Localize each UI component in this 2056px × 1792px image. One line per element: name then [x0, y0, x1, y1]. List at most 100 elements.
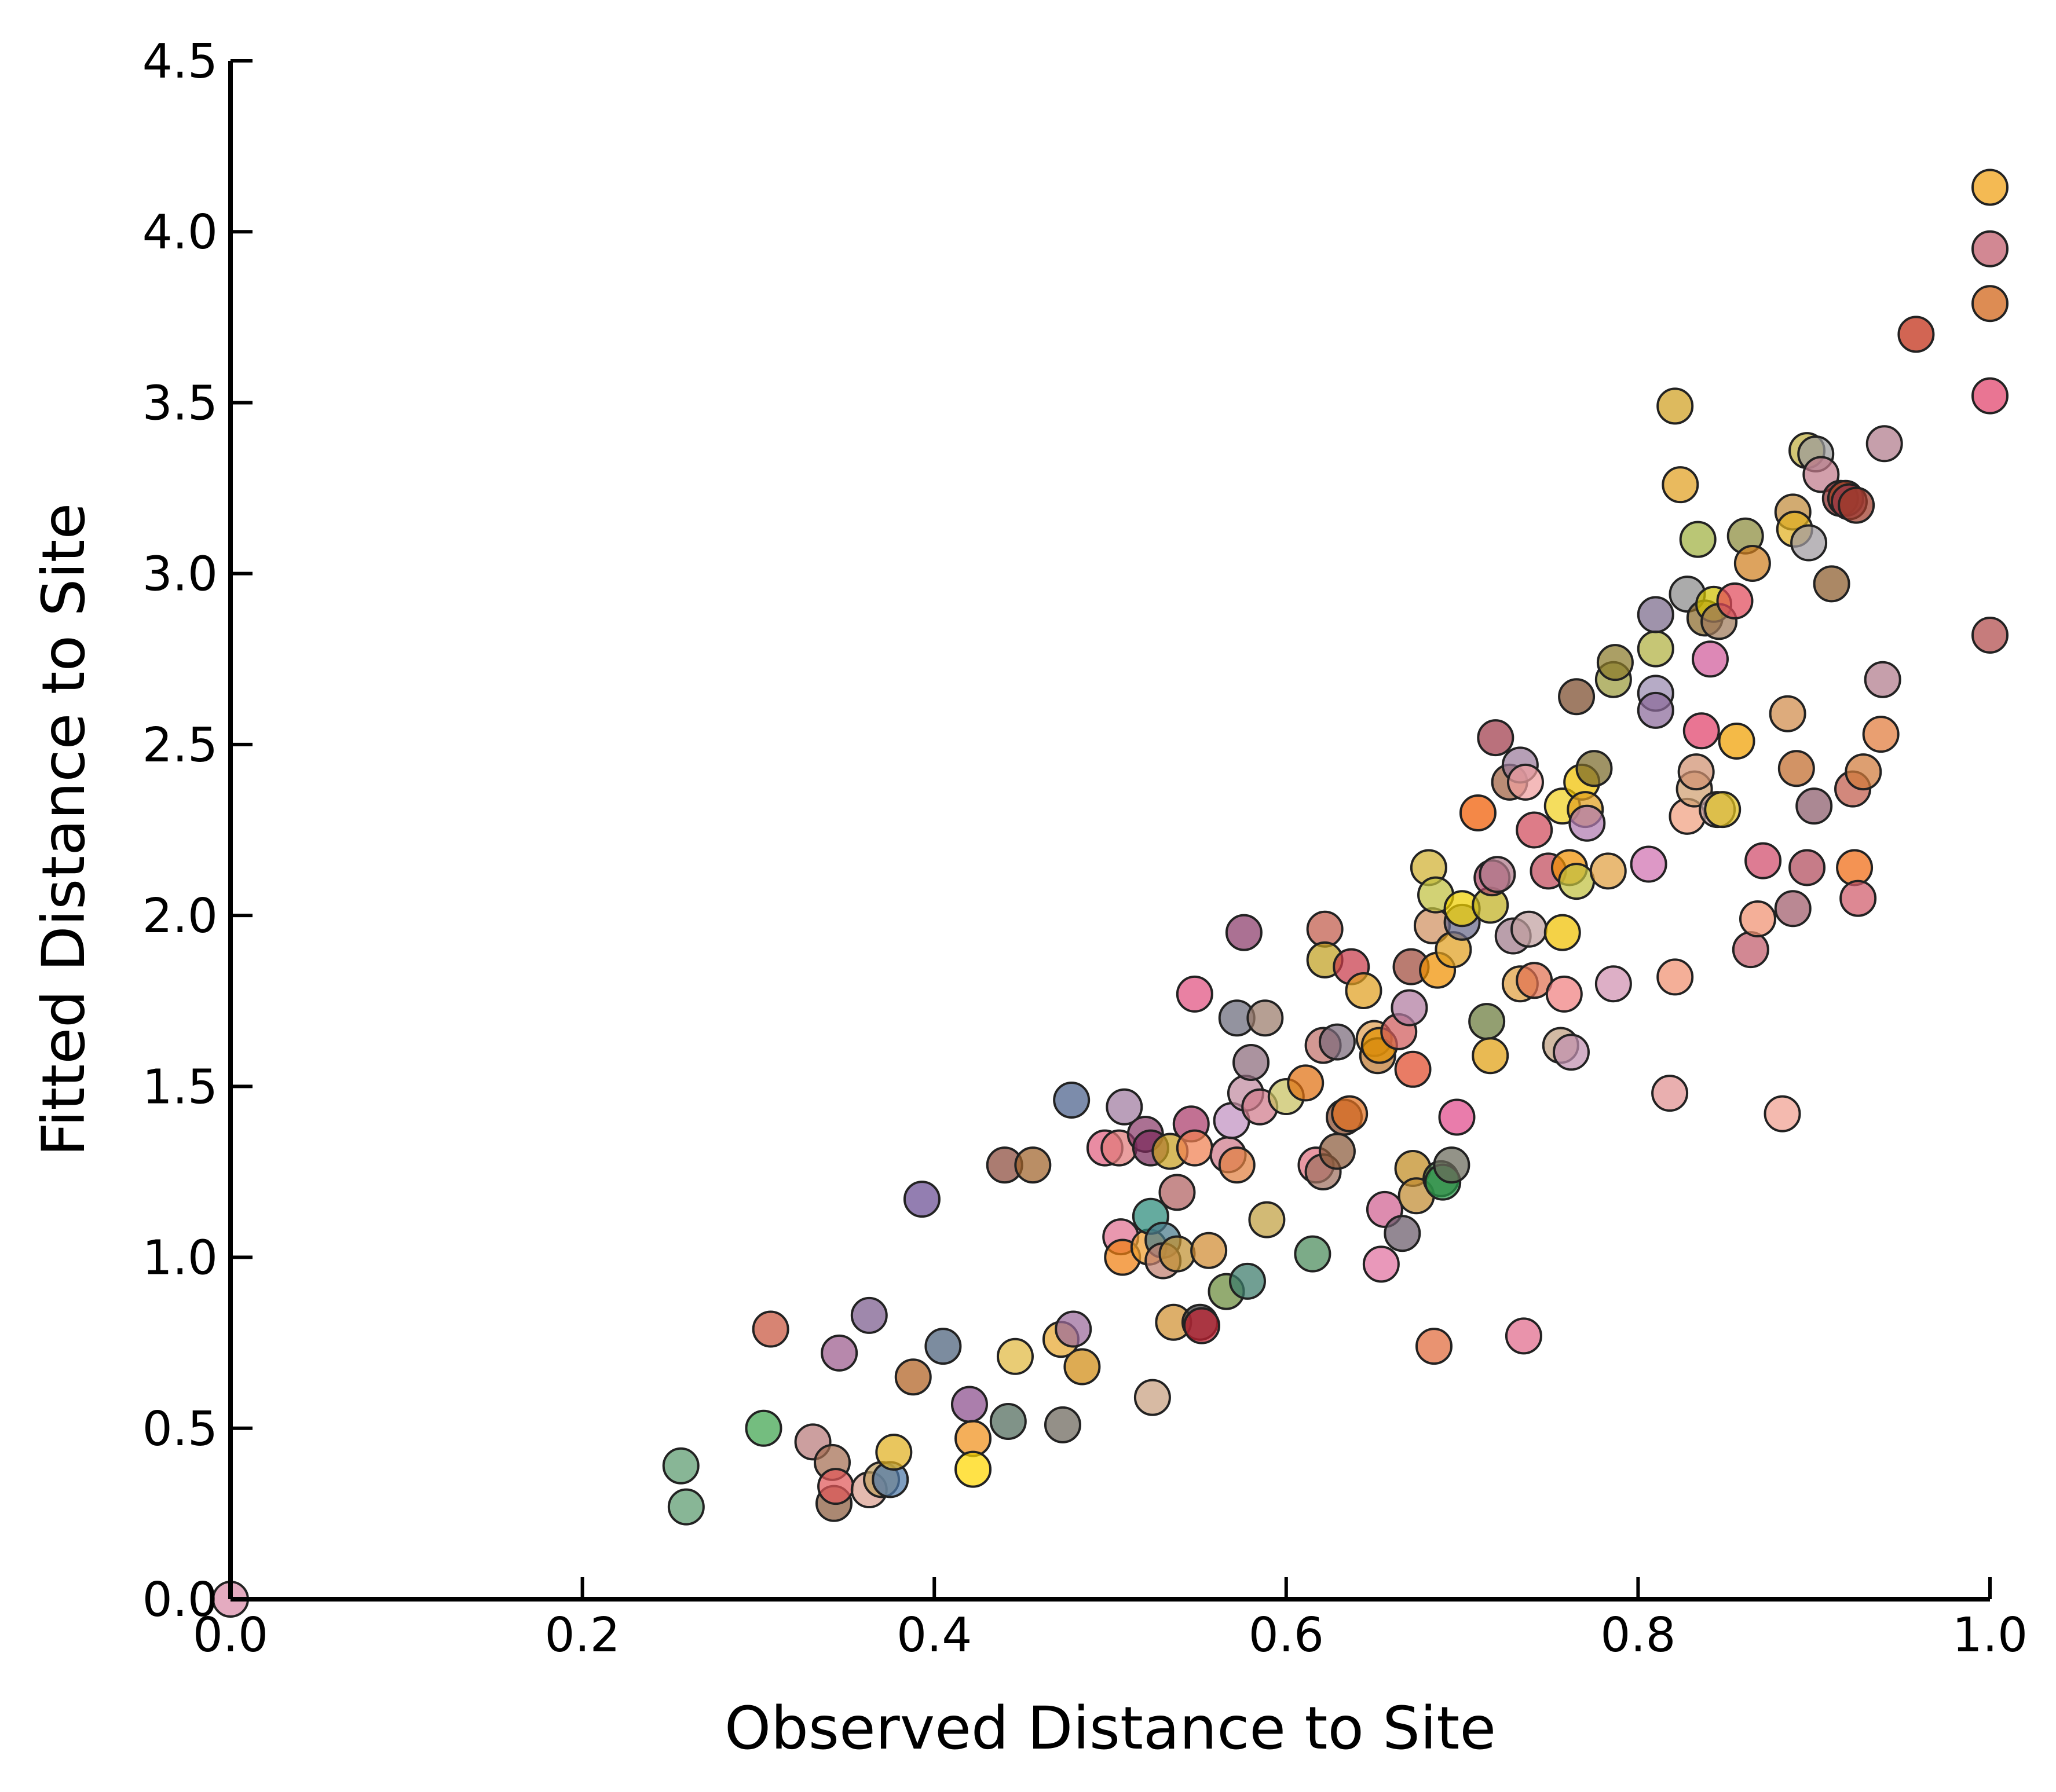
data-point	[1651, 1075, 1689, 1112]
data-point	[1510, 910, 1548, 948]
data-point	[1589, 852, 1627, 890]
y-tick-label: 2.5	[142, 718, 218, 773]
data-point	[1384, 1215, 1421, 1252]
data-point	[817, 1468, 855, 1505]
ticks: 0.0 0.2 0.4 0.6 0.8 1.0 0.0 0.5 1.0 1.5 2.0 2.5 3.0 3…	[142, 34, 2028, 1663]
data-point	[1287, 1064, 1325, 1102]
data-point	[1225, 914, 1263, 951]
data-point	[1306, 910, 1344, 948]
data-point	[667, 1488, 705, 1526]
data-point	[1862, 716, 1900, 753]
data-point	[1568, 804, 1606, 842]
data-point	[1630, 845, 1667, 883]
y-tick-label: 3.5	[142, 376, 218, 431]
data-point	[1246, 999, 1284, 1037]
data-point	[1682, 712, 1720, 750]
data-point	[1777, 750, 1815, 787]
points-layer	[212, 168, 2009, 1618]
data-point	[1391, 989, 1428, 1027]
data-point	[1183, 1307, 1220, 1344]
data-point	[1971, 377, 2009, 415]
data-point	[1971, 168, 2009, 206]
x-tick-label: 0.0	[193, 1608, 268, 1663]
x-tick-label: 0.8	[1600, 1608, 1675, 1663]
data-point	[1795, 787, 1833, 825]
data-point	[1558, 678, 1596, 716]
data-point	[1679, 521, 1717, 558]
data-point	[989, 1402, 1027, 1440]
data-point	[950, 1386, 988, 1423]
y-tick-label: 3.0	[142, 547, 218, 602]
data-point	[1971, 230, 2009, 267]
data-point	[1839, 879, 1877, 917]
data-point	[850, 1296, 888, 1334]
x-tick-label: 0.2	[544, 1608, 620, 1663]
data-point	[1733, 544, 1771, 582]
data-point	[1637, 596, 1674, 633]
data-point	[1662, 466, 1699, 504]
data-point	[1218, 1146, 1256, 1184]
data-point	[1774, 890, 1812, 928]
data-point	[1864, 661, 1901, 698]
y-tick-label: 1.0	[142, 1231, 218, 1286]
data-point	[1294, 1235, 1331, 1273]
data-point	[1732, 931, 1769, 969]
data-point	[1158, 1235, 1196, 1273]
data-point	[1228, 1262, 1266, 1300]
data-point	[1433, 1146, 1470, 1184]
axes	[228, 61, 1990, 1602]
data-point	[1014, 1146, 1052, 1184]
data-point	[1505, 1317, 1542, 1355]
data-point	[1769, 695, 1806, 732]
data-point	[1190, 1232, 1228, 1269]
data-point	[903, 1181, 941, 1218]
data-point	[1318, 1023, 1356, 1061]
data-point	[1545, 975, 1583, 1013]
data-point	[1656, 958, 1694, 996]
y-tick-label: 0.5	[142, 1402, 218, 1457]
data-point	[662, 1447, 700, 1485]
x-tick-label: 0.6	[1249, 1608, 1324, 1663]
data-point	[1838, 486, 1875, 524]
data-point	[1971, 616, 2009, 654]
y-tick-label: 0.0	[142, 1573, 218, 1628]
data-point	[1744, 842, 1782, 879]
data-point	[1468, 1003, 1506, 1040]
data-point	[1813, 565, 1850, 603]
y-axis-title: Fitted Distance to Site	[30, 503, 98, 1157]
data-point	[1506, 763, 1544, 801]
data-point	[894, 1358, 932, 1396]
data-point	[745, 1409, 782, 1447]
data-point	[875, 1434, 913, 1471]
y-tick-label: 1.5	[142, 1060, 218, 1115]
data-point	[1788, 849, 1826, 886]
data-point	[1438, 1098, 1476, 1136]
data-point	[1459, 794, 1497, 831]
data-point	[924, 1328, 962, 1365]
x-axis-title: Observed Distance to Site	[725, 1694, 1496, 1763]
data-point	[1543, 914, 1581, 951]
y-tick-label: 2.0	[142, 889, 218, 944]
data-point	[1472, 1037, 1509, 1075]
data-point	[1394, 1050, 1432, 1088]
data-point	[1897, 316, 1935, 353]
data-point	[996, 1337, 1034, 1375]
data-point	[954, 1420, 992, 1457]
data-point	[954, 1450, 992, 1488]
data-point	[1552, 1034, 1590, 1071]
data-point	[1865, 425, 1903, 463]
data-point	[1594, 965, 1632, 1003]
data-point	[1656, 387, 1694, 425]
data-point	[1516, 811, 1553, 849]
data-point	[1845, 753, 1882, 791]
data-point	[1558, 863, 1596, 900]
data-point	[1691, 640, 1729, 678]
data-point	[1739, 900, 1776, 938]
data-point	[1790, 524, 1828, 562]
data-point	[1516, 962, 1553, 999]
data-point	[1106, 1088, 1143, 1126]
data-point	[1477, 719, 1514, 757]
y-tick-label: 4.0	[142, 205, 218, 260]
data-point	[1971, 285, 2009, 323]
data-point	[752, 1310, 789, 1348]
